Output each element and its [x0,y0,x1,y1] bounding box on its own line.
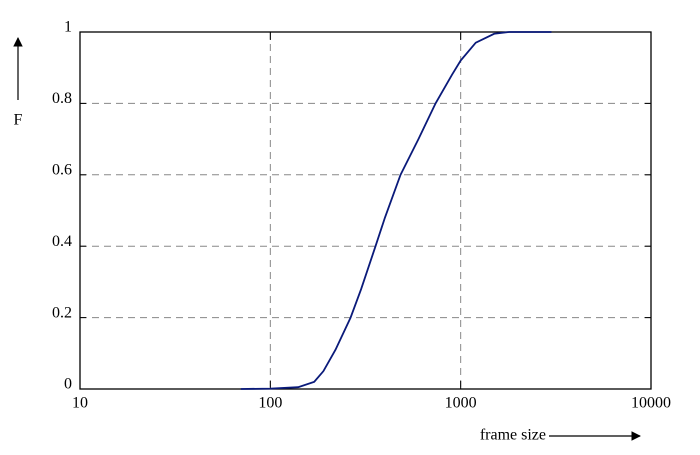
y-tick-label: 0.8 [52,90,72,107]
y-tick-label: 0.4 [52,233,72,250]
x-tick-label: 10000 [631,395,671,412]
y-tick-label: 0.6 [52,161,72,178]
x-tick-label: 10 [72,395,88,412]
x-axis-label: frame size [480,427,546,444]
x-tick-label: 100 [258,395,282,412]
y-tick-label: 0.2 [52,304,72,321]
y-axis-label: F [14,112,23,129]
y-tick-label: 0 [64,376,72,393]
y-tick-label: 1 [64,19,72,36]
plot-frame [79,31,652,390]
x-tick-label: 1000 [445,395,477,412]
cdf-line [240,31,552,390]
